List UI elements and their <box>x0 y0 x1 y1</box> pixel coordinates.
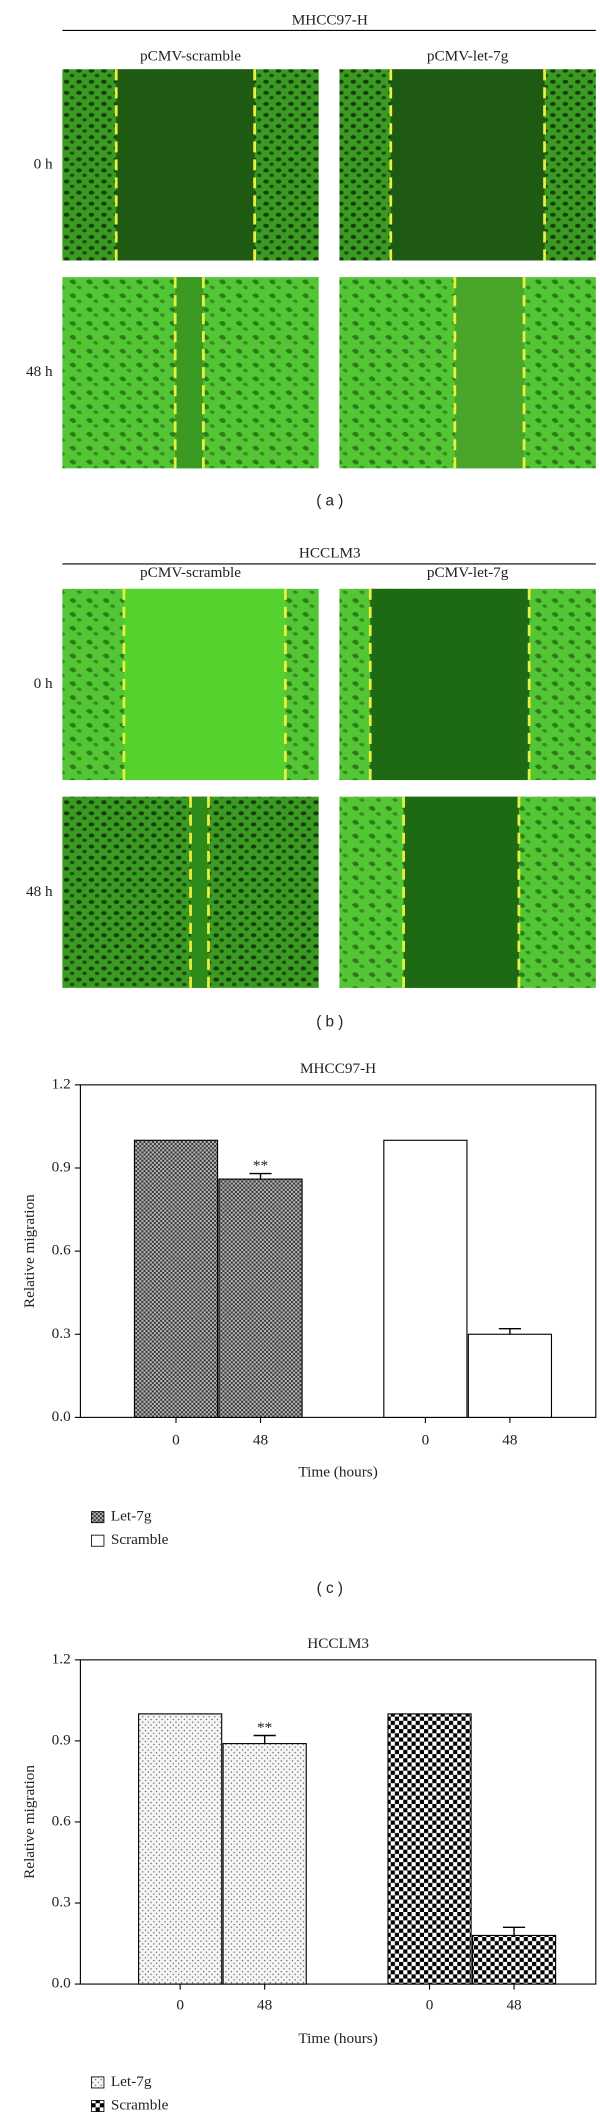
x-tick-label: 0 <box>426 1997 434 2014</box>
panel-caption: ( a ) <box>316 493 343 510</box>
column-label: pCMV-scramble <box>140 47 241 64</box>
panel-caption: ( b ) <box>316 1014 343 1031</box>
row-label: 0 h <box>34 155 53 172</box>
bar <box>133 1139 219 1418</box>
legend-swatch <box>91 2100 105 2112</box>
y-tick-label: 0.0 <box>52 1408 71 1425</box>
bar <box>218 1178 303 1418</box>
y-tick-label: 0.0 <box>52 1975 71 1992</box>
chart-title: MHCC97-H <box>300 1060 376 1077</box>
column-label: pCMV-let-7g <box>427 47 509 64</box>
legend-label: Scramble <box>111 2096 169 2113</box>
x-tick-label: 48 <box>502 1431 518 1448</box>
error-bar <box>502 1926 526 1936</box>
x-tick-label: 48 <box>506 1997 522 2014</box>
x-tick-label: 0 <box>422 1431 430 1448</box>
significance: ** <box>257 1719 272 1736</box>
x-axis-label: Time (hours) <box>298 2030 377 2047</box>
wound-gap <box>116 69 255 261</box>
bar <box>222 1743 307 1985</box>
column-label: pCMV-let-7g <box>427 564 509 581</box>
wound-gap <box>175 277 204 469</box>
wound-gap <box>190 796 209 988</box>
y-tick-label: 0.6 <box>52 1812 71 1829</box>
bar <box>383 1139 468 1418</box>
legend-label: Let-7g <box>111 2073 152 2090</box>
y-tick-label: 1.2 <box>52 1650 71 1667</box>
legend-swatch <box>91 2076 105 2089</box>
y-tick-label: 0.9 <box>52 1158 71 1175</box>
row-label: 48 h <box>26 363 53 380</box>
y-axis-label: Relative migration <box>21 1765 38 1879</box>
x-tick-label: 0 <box>172 1431 180 1448</box>
legend-label: Let-7g <box>111 1508 152 1525</box>
y-tick-label: 1.2 <box>52 1075 71 1092</box>
panel-title: MHCC97-H <box>292 11 368 28</box>
y-tick-label: 0.6 <box>52 1242 71 1259</box>
error-bar <box>253 1734 276 1744</box>
column-label: pCMV-scramble <box>140 564 241 581</box>
bar <box>471 1934 557 1985</box>
row-label: 48 h <box>26 883 53 900</box>
wound-gap <box>123 588 286 781</box>
bar <box>138 1713 223 1985</box>
x-tick-label: 48 <box>253 1431 269 1448</box>
wound-gap <box>370 588 530 781</box>
y-axis-label: Relative migration <box>21 1194 38 1308</box>
legend-swatch <box>91 1534 105 1547</box>
error-bar <box>249 1172 272 1180</box>
panel-title: HCCLM3 <box>299 545 361 562</box>
row-label: 0 h <box>34 675 53 692</box>
legend-swatch <box>91 1511 105 1524</box>
y-tick-label: 0.3 <box>52 1894 71 1911</box>
chart-caption: ( c ) <box>317 1580 343 1597</box>
significance: ** <box>253 1157 268 1174</box>
x-axis-label: Time (hours) <box>298 1463 377 1480</box>
y-tick-label: 0.9 <box>52 1731 71 1748</box>
legend-label: Scramble <box>111 1531 169 1548</box>
x-tick-label: 0 <box>176 1997 184 2014</box>
bar <box>467 1333 553 1418</box>
wound-gap <box>403 796 519 988</box>
bar <box>387 1713 472 1985</box>
x-tick-label: 48 <box>257 1997 273 2014</box>
y-tick-label: 0.3 <box>52 1325 71 1342</box>
wound-gap <box>390 69 545 261</box>
error-bar <box>498 1328 521 1335</box>
chart-title: HCCLM3 <box>307 1635 369 1652</box>
wound-gap <box>454 277 525 469</box>
